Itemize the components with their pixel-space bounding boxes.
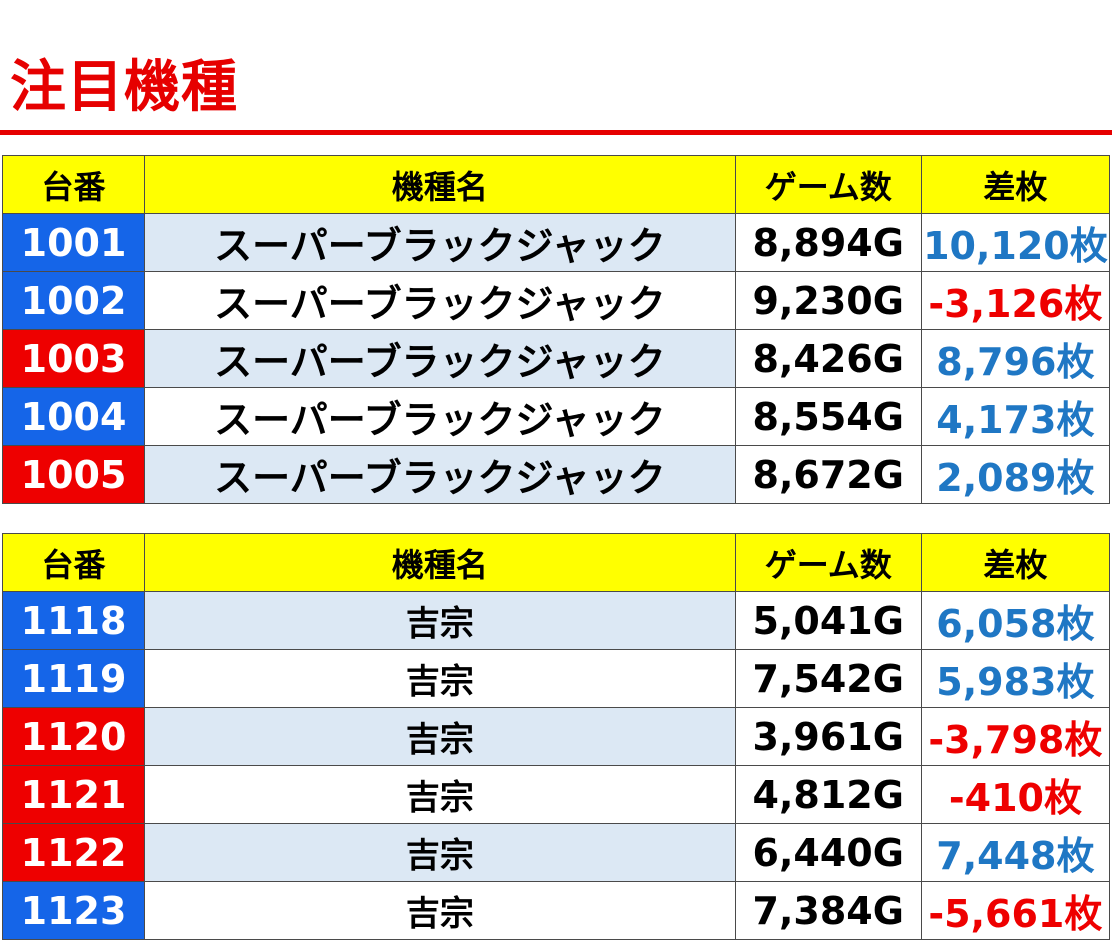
table-row: 1119 吉宗 7,542G 5,983枚 xyxy=(1,649,1111,708)
game-count-cell: 6,440G xyxy=(734,823,922,882)
coin-difference-cell: 4,173枚 xyxy=(920,387,1111,446)
header-coin-difference: 差枚 xyxy=(920,533,1111,592)
coin-difference-cell: -410枚 xyxy=(920,765,1111,824)
machine-number-cell: 1120 xyxy=(1,707,146,766)
game-count-cell: 8,894G xyxy=(734,213,922,272)
machine-name-cell: 吉宗 xyxy=(144,649,736,708)
game-count-cell: 3,961G xyxy=(734,707,922,766)
header-coin-difference: 差枚 xyxy=(920,155,1111,214)
machine-name-cell: 吉宗 xyxy=(144,823,736,882)
title-divider xyxy=(0,130,1112,135)
machine-number-cell: 1003 xyxy=(1,329,146,388)
machine-name-cell: 吉宗 xyxy=(144,707,736,766)
game-count-cell: 7,384G xyxy=(734,881,922,940)
machine-number-cell: 1123 xyxy=(1,881,146,940)
game-count-cell: 5,041G xyxy=(734,591,922,650)
machine-number-cell: 1001 xyxy=(1,213,146,272)
machine-name-cell: スーパーブラックジャック xyxy=(144,387,736,446)
machine-table-yoshimune: 台番 機種名 ゲーム数 差枚 1118 吉宗 5,041G 6,058枚 1119 吉宗 7… xyxy=(1,533,1111,940)
table-header-row: 台番 機種名 ゲーム数 差枚 xyxy=(1,155,1111,214)
machine-name-cell: スーパーブラックジャック xyxy=(144,329,736,388)
header-machine-number: 台番 xyxy=(1,533,146,592)
coin-difference-cell: 5,983枚 xyxy=(920,649,1111,708)
machine-number-cell: 1119 xyxy=(1,649,146,708)
machine-name-cell: スーパーブラックジャック xyxy=(144,213,736,272)
coin-difference-cell: 10,120枚 xyxy=(920,213,1111,272)
table-row: 1121 吉宗 4,812G -410枚 xyxy=(1,765,1111,824)
machine-name-cell: 吉宗 xyxy=(144,881,736,940)
header-machine-name: 機種名 xyxy=(144,533,736,592)
coin-difference-cell: 6,058枚 xyxy=(920,591,1111,650)
table-row: 1001 スーパーブラックジャック 8,894G 10,120枚 xyxy=(1,213,1111,272)
machine-name-cell: スーパーブラックジャック xyxy=(144,445,736,504)
header-game-count: ゲーム数 xyxy=(734,533,922,592)
machine-number-cell: 1002 xyxy=(1,271,146,330)
header-machine-name: 機種名 xyxy=(144,155,736,214)
table-row: 1120 吉宗 3,961G -3,798枚 xyxy=(1,707,1111,766)
table-header-row: 台番 機種名 ゲーム数 差枚 xyxy=(1,533,1111,592)
coin-difference-cell: 8,796枚 xyxy=(920,329,1111,388)
table-row: 1003 スーパーブラックジャック 8,426G 8,796枚 xyxy=(1,329,1111,388)
machine-number-cell: 1005 xyxy=(1,445,146,504)
game-count-cell: 4,812G xyxy=(734,765,922,824)
coin-difference-cell: 7,448枚 xyxy=(920,823,1111,882)
table-row: 1123 吉宗 7,384G -5,661枚 xyxy=(1,881,1111,940)
game-count-cell: 8,672G xyxy=(734,445,922,504)
machine-number-cell: 1122 xyxy=(1,823,146,882)
game-count-cell: 8,426G xyxy=(734,329,922,388)
header-game-count: ゲーム数 xyxy=(734,155,922,214)
table-row: 1122 吉宗 6,440G 7,448枚 xyxy=(1,823,1111,882)
coin-difference-cell: -5,661枚 xyxy=(920,881,1111,940)
game-count-cell: 8,554G xyxy=(734,387,922,446)
machine-number-cell: 1004 xyxy=(1,387,146,446)
coin-difference-cell: -3,126枚 xyxy=(920,271,1111,330)
machine-name-cell: 吉宗 xyxy=(144,765,736,824)
table-row: 1005 スーパーブラックジャック 8,672G 2,089枚 xyxy=(1,445,1111,504)
machine-name-cell: スーパーブラックジャック xyxy=(144,271,736,330)
page-title: 注目機種 xyxy=(10,55,238,120)
machine-number-cell: 1118 xyxy=(1,591,146,650)
header-machine-number: 台番 xyxy=(1,155,146,214)
table-row: 1118 吉宗 5,041G 6,058枚 xyxy=(1,591,1111,650)
coin-difference-cell: -3,798枚 xyxy=(920,707,1111,766)
coin-difference-cell: 2,089枚 xyxy=(920,445,1111,504)
table-row: 1002 スーパーブラックジャック 9,230G -3,126枚 xyxy=(1,271,1111,330)
machine-table-super-blackjack: 台番 機種名 ゲーム数 差枚 1001 スーパーブラックジャック 8,894G 10,… xyxy=(1,155,1111,504)
machine-number-cell: 1121 xyxy=(1,765,146,824)
machine-name-cell: 吉宗 xyxy=(144,591,736,650)
game-count-cell: 7,542G xyxy=(734,649,922,708)
game-count-cell: 9,230G xyxy=(734,271,922,330)
table-row: 1004 スーパーブラックジャック 8,554G 4,173枚 xyxy=(1,387,1111,446)
